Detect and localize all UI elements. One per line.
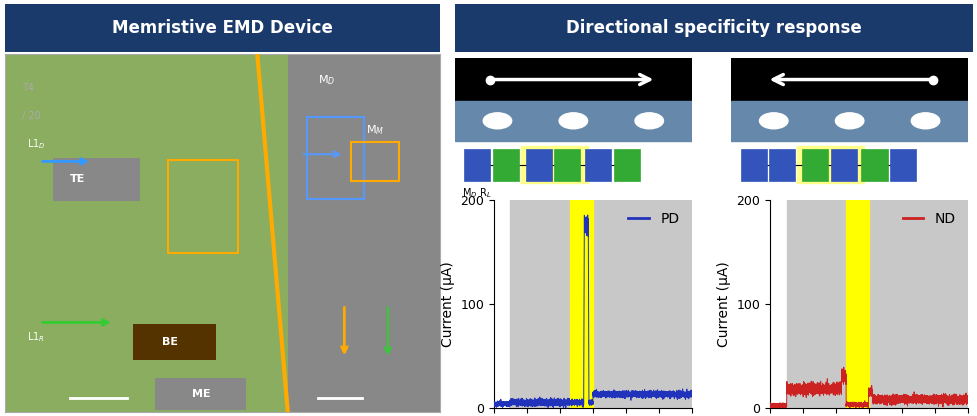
Circle shape	[483, 113, 511, 129]
Bar	[492, 149, 518, 181]
Bar	[861, 149, 887, 181]
Text: / 20: / 20	[22, 111, 41, 121]
Bar	[801, 149, 828, 181]
FancyBboxPatch shape	[5, 54, 287, 412]
Bar	[768, 149, 794, 181]
Circle shape	[834, 113, 863, 129]
Text: M$_M$: M$_M$	[365, 123, 384, 136]
Circle shape	[559, 113, 587, 129]
Text: Memristive EMD Device: Memristive EMD Device	[112, 19, 332, 37]
Bar	[786, 200, 845, 408]
Bar	[613, 149, 639, 181]
Text: T4: T4	[22, 83, 34, 93]
Bar	[584, 149, 611, 181]
Bar	[521, 146, 587, 183]
Bar	[592, 200, 692, 408]
Bar	[796, 146, 863, 183]
Text: Directional specificity response: Directional specificity response	[566, 19, 861, 37]
Bar	[570, 200, 592, 408]
FancyBboxPatch shape	[53, 158, 140, 201]
Bar	[869, 200, 967, 408]
Y-axis label: Current (μA): Current (μA)	[441, 261, 454, 347]
FancyBboxPatch shape	[155, 378, 246, 410]
Circle shape	[911, 113, 939, 129]
Text: M$_D$: M$_D$	[318, 73, 335, 87]
Text: M$_D$ R$_L$: M$_D$ R$_L$	[461, 186, 490, 200]
Bar	[829, 149, 856, 181]
Bar	[889, 149, 915, 181]
Bar	[510, 200, 570, 408]
FancyBboxPatch shape	[133, 324, 216, 360]
Bar	[454, 101, 692, 141]
Circle shape	[759, 113, 787, 129]
Bar	[845, 200, 869, 408]
Circle shape	[634, 113, 662, 129]
FancyBboxPatch shape	[287, 54, 440, 412]
Text: BE: BE	[161, 337, 178, 347]
Text: ME: ME	[191, 389, 210, 399]
Legend: PD: PD	[622, 207, 684, 232]
Text: TE: TE	[70, 174, 85, 184]
Bar	[740, 149, 766, 181]
Legend: ND: ND	[896, 207, 960, 232]
Bar	[464, 149, 489, 181]
Bar	[731, 101, 967, 141]
Text: L1$_D$: L1$_D$	[26, 137, 45, 151]
Bar	[526, 149, 551, 181]
Text: L1$_R$: L1$_R$	[26, 330, 44, 344]
Bar	[554, 149, 580, 181]
Y-axis label: Current (μA): Current (μA)	[716, 261, 730, 347]
Bar	[731, 58, 967, 101]
Bar	[454, 58, 692, 101]
